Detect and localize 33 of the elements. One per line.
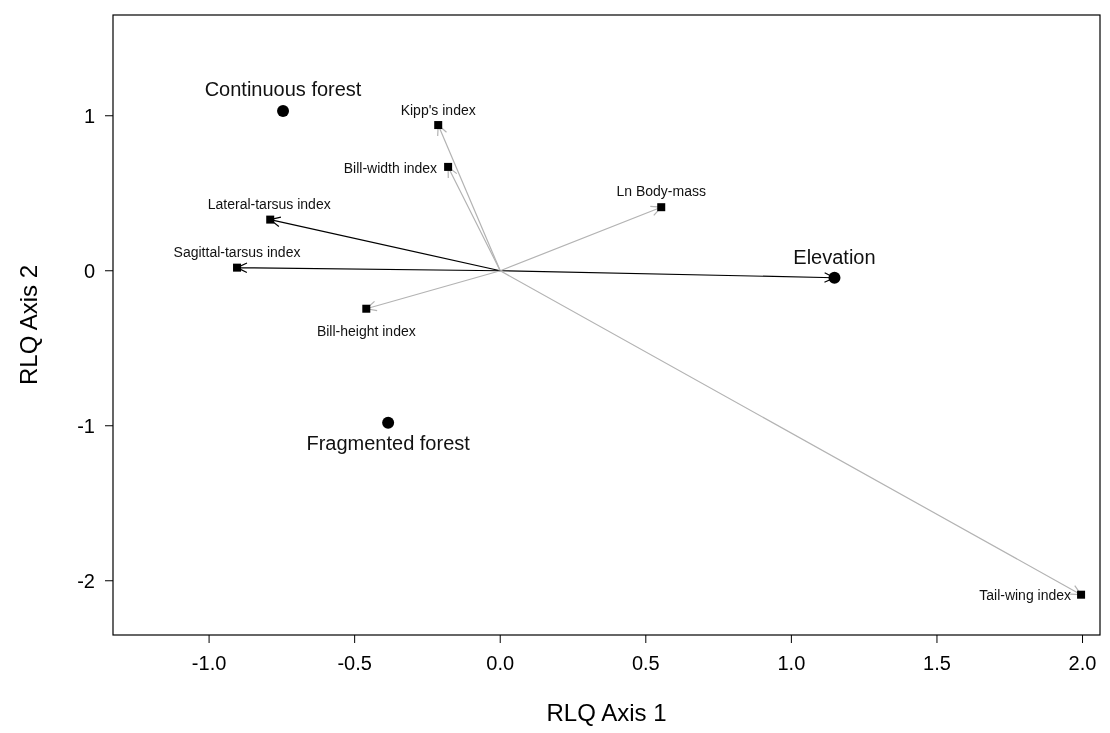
- y-axis-title: RLQ Axis 2: [15, 264, 42, 386]
- y-tick-label: 1: [83, 104, 95, 127]
- x-tick-label: 0.5: [631, 652, 660, 674]
- annotation: Bill-width index: [343, 159, 438, 176]
- point: [277, 105, 290, 118]
- x-axis-title: RLQ Axis 1: [546, 699, 667, 726]
- annotation: Lateral-tarsus index: [207, 195, 331, 212]
- point: [233, 263, 242, 272]
- x-tick-label: 0.0: [486, 652, 515, 674]
- annotation: Elevation: [793, 245, 876, 268]
- annotation: Continuous forest: [204, 78, 362, 101]
- point: [362, 304, 371, 313]
- x-tick-label: -1.0: [191, 652, 227, 674]
- x-tick-label: 1.5: [923, 652, 951, 674]
- annotation: Bill-height index: [316, 322, 416, 339]
- annotation: Sagittal-tarsus index: [173, 243, 301, 260]
- annotation: Tail-wing index: [979, 586, 1072, 603]
- annotation: Fragmented forest: [306, 431, 471, 454]
- annotation: Ln Body-mass: [616, 183, 706, 200]
- point: [444, 162, 453, 171]
- y-tick-label: -1: [77, 414, 95, 437]
- y-tick-label: -2: [77, 569, 95, 592]
- point: [828, 271, 841, 284]
- y-tick-label: 0: [83, 259, 95, 282]
- annotation: Kipp's index: [400, 102, 476, 119]
- point: [434, 121, 443, 130]
- point: [1077, 590, 1086, 599]
- point: [382, 416, 395, 429]
- x-tick-label: 2.0: [1068, 652, 1097, 674]
- point: [266, 215, 275, 224]
- x-tick-label: 1.0: [777, 652, 806, 674]
- x-tick-label: -0.5: [337, 652, 372, 674]
- point: [657, 203, 666, 212]
